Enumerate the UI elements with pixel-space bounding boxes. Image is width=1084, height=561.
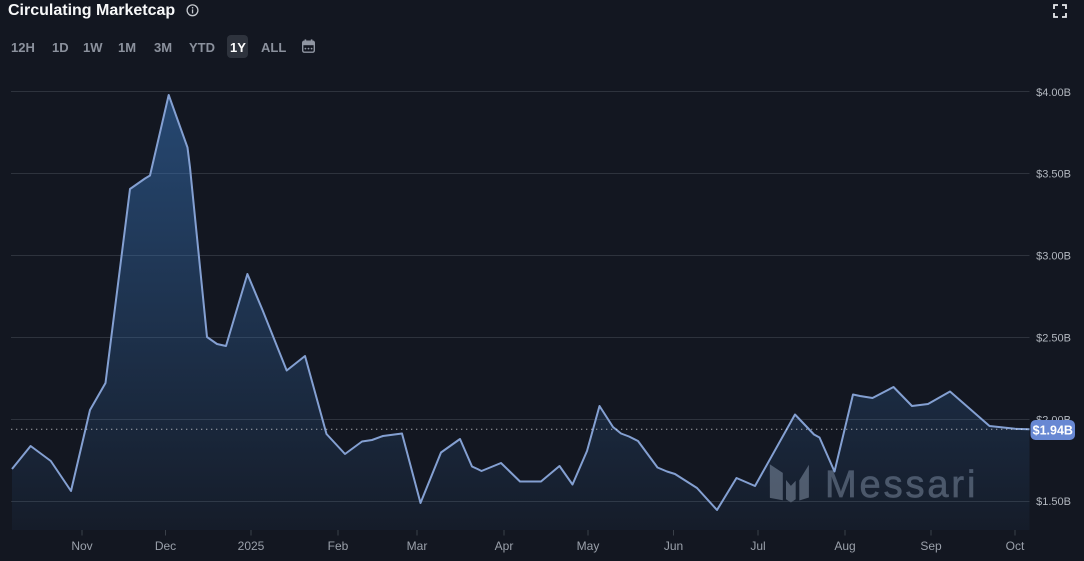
svg-text:Mar: Mar [407,539,428,553]
svg-text:Feb: Feb [328,539,349,553]
svg-text:Apr: Apr [495,539,514,553]
svg-text:May: May [577,539,600,553]
svg-text:$3.00B: $3.00B [1036,251,1071,263]
svg-text:$3.50B: $3.50B [1036,169,1071,181]
svg-text:Sep: Sep [920,539,942,553]
svg-text:Oct: Oct [1006,539,1025,553]
svg-text:Dec: Dec [155,539,176,553]
svg-text:Nov: Nov [71,539,92,553]
svg-text:Jun: Jun [664,539,683,553]
svg-text:$4.00B: $4.00B [1036,87,1071,99]
svg-text:$1.50B: $1.50B [1036,496,1071,508]
svg-text:Aug: Aug [834,539,855,553]
svg-text:$1.94B: $1.94B [1033,424,1073,438]
svg-text:Jul: Jul [750,539,765,553]
svg-text:$2.50B: $2.50B [1036,333,1071,345]
svg-text:2025: 2025 [238,539,265,553]
